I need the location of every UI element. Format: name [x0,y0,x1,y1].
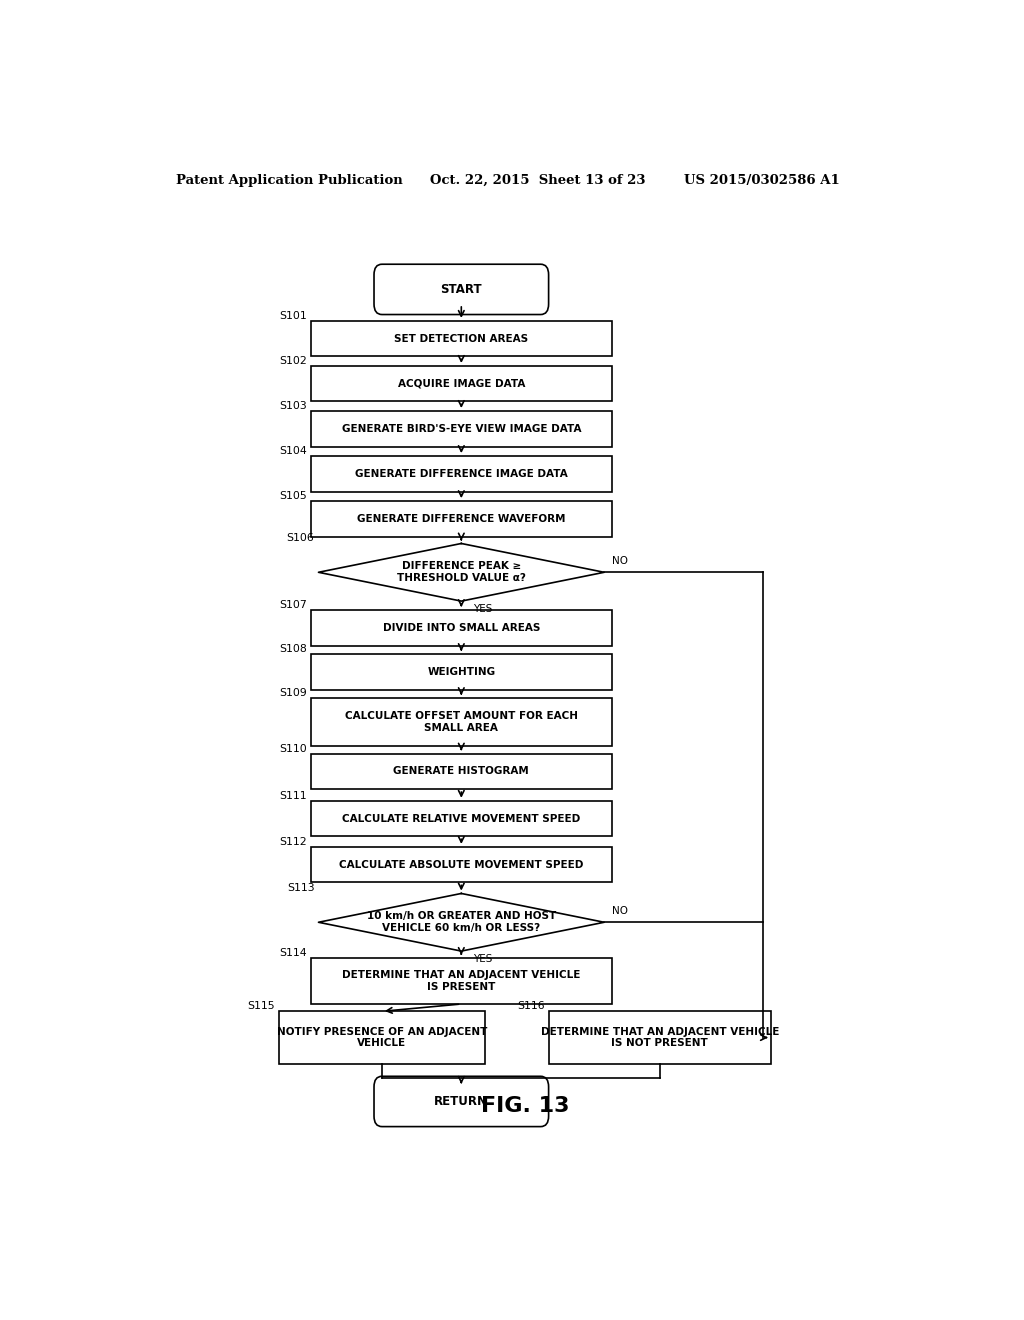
Text: GENERATE HISTOGRAM: GENERATE HISTOGRAM [393,767,529,776]
Text: Patent Application Publication: Patent Application Publication [176,174,402,186]
Bar [310,698,612,746]
Text: SET DETECTION AREAS: SET DETECTION AREAS [394,334,528,343]
Text: WEIGHTING: WEIGHTING [427,667,496,677]
Bar [310,321,612,356]
Text: ACQUIRE IMAGE DATA: ACQUIRE IMAGE DATA [397,379,525,388]
Bar [310,455,612,491]
Text: S113: S113 [287,883,314,894]
Text: S108: S108 [279,644,306,653]
Text: S109: S109 [279,688,306,698]
Text: S103: S103 [279,401,306,411]
Bar [310,411,612,446]
Text: S105: S105 [279,491,306,502]
Text: DETERMINE THAT AN ADJACENT VEHICLE
IS NOT PRESENT: DETERMINE THAT AN ADJACENT VEHICLE IS NO… [541,1027,779,1048]
Text: S102: S102 [279,356,306,366]
Polygon shape [318,544,604,601]
Text: GENERATE DIFFERENCE IMAGE DATA: GENERATE DIFFERENCE IMAGE DATA [355,469,567,479]
Text: CALCULATE ABSOLUTE MOVEMENT SPEED: CALCULATE ABSOLUTE MOVEMENT SPEED [339,859,584,870]
Text: NOTIFY PRESENCE OF AN ADJACENT
VEHICLE: NOTIFY PRESENCE OF AN ADJACENT VEHICLE [276,1027,487,1048]
Text: US 2015/0302586 A1: US 2015/0302586 A1 [684,174,840,186]
Text: S114: S114 [279,948,306,958]
Text: S116: S116 [517,1002,545,1011]
Bar [310,801,612,837]
Text: GENERATE DIFFERENCE WAVEFORM: GENERATE DIFFERENCE WAVEFORM [357,513,565,524]
Text: NO: NO [612,556,628,566]
Bar [310,366,612,401]
Bar [549,1011,771,1064]
Text: S112: S112 [279,837,306,847]
Text: S107: S107 [279,601,306,610]
Text: DIFFERENCE PEAK ≥
THRESHOLD VALUE α?: DIFFERENCE PEAK ≥ THRESHOLD VALUE α? [397,561,525,583]
FancyBboxPatch shape [374,264,549,314]
Bar [310,610,612,645]
FancyBboxPatch shape [374,1076,549,1126]
Bar [310,958,612,1005]
Bar [279,1011,485,1064]
Polygon shape [318,894,604,952]
Text: START: START [440,282,482,296]
Text: S106: S106 [287,533,314,544]
Text: S115: S115 [247,1002,274,1011]
Bar [310,847,612,883]
Text: S104: S104 [279,446,306,455]
Text: CALCULATE OFFSET AMOUNT FOR EACH
SMALL AREA: CALCULATE OFFSET AMOUNT FOR EACH SMALL A… [345,711,578,733]
Text: GENERATE BIRD'S-EYE VIEW IMAGE DATA: GENERATE BIRD'S-EYE VIEW IMAGE DATA [342,424,581,434]
Bar [310,653,612,689]
Text: Oct. 22, 2015  Sheet 13 of 23: Oct. 22, 2015 Sheet 13 of 23 [430,174,645,186]
Text: S111: S111 [279,791,306,801]
Text: RETURN: RETURN [434,1096,488,1107]
Text: S110: S110 [279,743,306,754]
Text: 10 km/h OR GREATER AND HOST
VEHICLE 60 km/h OR LESS?: 10 km/h OR GREATER AND HOST VEHICLE 60 k… [367,912,556,933]
Text: NO: NO [612,906,628,916]
Text: CALCULATE RELATIVE MOVEMENT SPEED: CALCULATE RELATIVE MOVEMENT SPEED [342,813,581,824]
Bar [310,502,612,537]
Text: DIVIDE INTO SMALL AREAS: DIVIDE INTO SMALL AREAS [383,623,540,632]
Text: YES: YES [473,954,493,964]
Text: YES: YES [473,605,493,614]
Text: FIG. 13: FIG. 13 [480,1096,569,1115]
Bar [310,754,612,789]
Text: DETERMINE THAT AN ADJACENT VEHICLE
IS PRESENT: DETERMINE THAT AN ADJACENT VEHICLE IS PR… [342,970,581,991]
Text: S101: S101 [279,310,306,321]
